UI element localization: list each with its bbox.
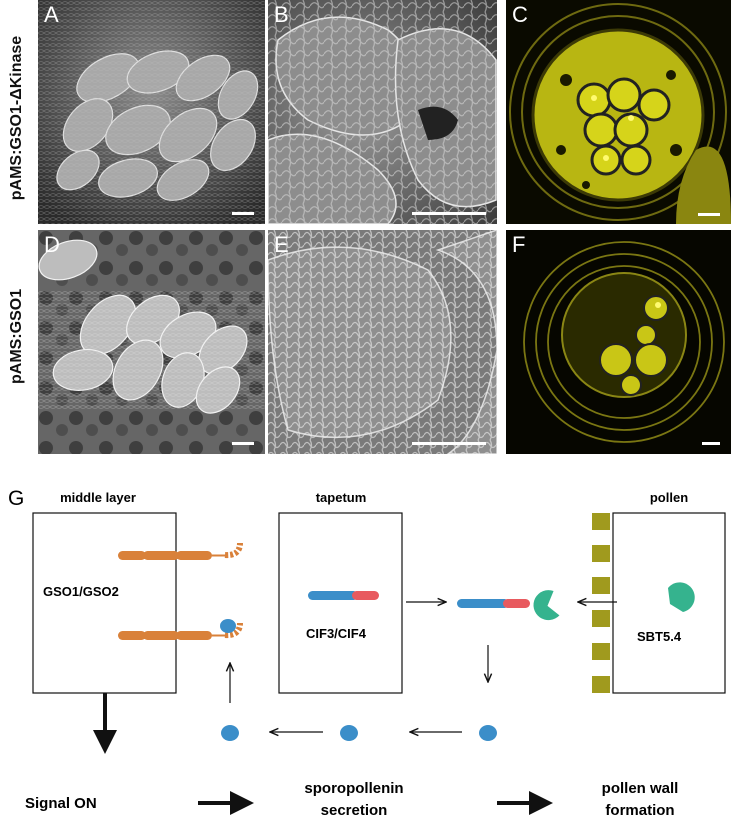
flow-secretion: secretion [321, 802, 388, 819]
bound-peptide [220, 619, 236, 633]
cif-precursor-secreted [457, 599, 530, 608]
label-gso1-gso2: GSO1/GSO2 [43, 584, 119, 599]
flow-sporopollenin: sporopollenin [304, 780, 403, 797]
header-tapetum: tapetum [316, 490, 367, 505]
sbt5-4-protease [668, 582, 695, 612]
scale-bar-f [702, 442, 720, 445]
panel-b-sem-image: B [268, 0, 497, 224]
panel-f-confocal-image: F [506, 230, 731, 454]
scale-bar-b [412, 212, 486, 215]
sbt-protease-cleaving [533, 590, 560, 621]
panel-label-f: F [512, 232, 526, 257]
label-cif3-cif4: CIF3/CIF4 [306, 626, 367, 641]
pollen-wall [592, 513, 610, 693]
flow-pollen-wall: pollen wall [602, 780, 679, 797]
label-sbt5-4: SBT5.4 [637, 629, 682, 644]
header-pollen: pollen [650, 490, 688, 505]
panel-label-c: C [512, 2, 528, 27]
cif-precursor [308, 591, 379, 600]
gso-receptor-top [118, 542, 243, 560]
header-middle-layer: middle layer [60, 490, 136, 505]
panel-label-d: D [44, 232, 60, 257]
panel-label-g: G [8, 487, 24, 510]
panel-c-confocal-image: C [506, 0, 731, 224]
panel-label-b: B [274, 2, 289, 27]
panel-label-a: A [44, 2, 59, 27]
flow-signal-on: Signal ON [25, 795, 97, 812]
panel-a-sem-image: A [38, 0, 265, 224]
scale-bar-d [232, 442, 254, 445]
flow-formation: formation [605, 802, 674, 819]
row-label-top: pAMS:GSO1-ΔKinase [8, 35, 25, 201]
tapetum-box [278, 512, 403, 694]
peptide-mature-1 [479, 725, 497, 741]
scale-bar-e [412, 442, 486, 445]
scale-bar-a [232, 212, 254, 215]
middle-layer-box [32, 512, 177, 694]
scale-bar-c [698, 213, 720, 216]
gso-receptor-bound [118, 619, 243, 640]
peptide-mature-3 [221, 725, 239, 741]
row-label-bottom: pAMS:GSO1 [8, 288, 25, 384]
panel-e-sem-image: E [268, 230, 497, 454]
signaling-diagram: G middle layer tapetum pollen GSO1/GSO2 [8, 487, 726, 819]
pollen-box [612, 512, 726, 694]
peptide-mature-2 [340, 725, 358, 741]
panel-label-e: E [274, 232, 289, 257]
panel-d-sem-image: D [38, 230, 265, 454]
